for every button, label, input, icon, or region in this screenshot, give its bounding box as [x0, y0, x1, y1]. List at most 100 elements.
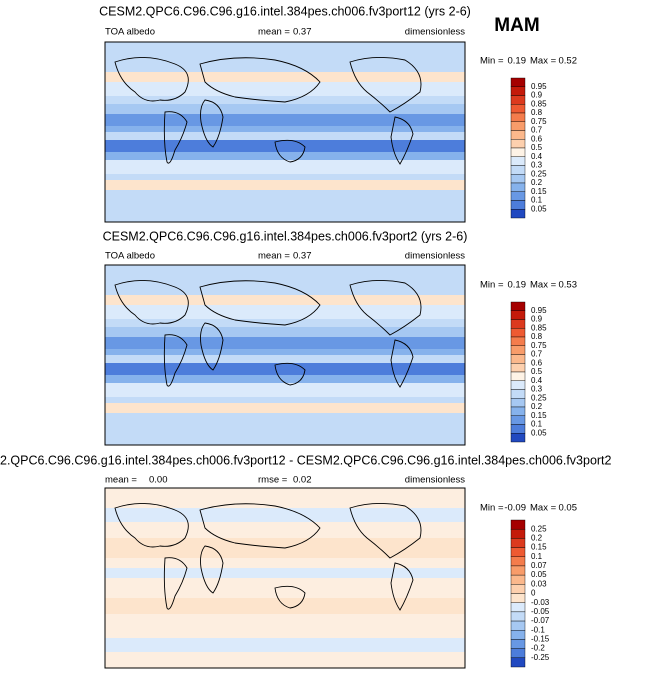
field-band [105, 126, 465, 132]
colorbar-label: 0.9 [531, 91, 543, 100]
season-label: MAM [494, 15, 539, 36]
colorbar-box [510, 630, 526, 640]
colorbar-label: 0.85 [531, 99, 547, 108]
colorbar-label: 0.85 [531, 323, 547, 332]
map [104, 487, 466, 669]
coastline [390, 116, 414, 165]
colorbar-box [510, 620, 526, 631]
colorbar-box [510, 363, 526, 373]
coastline [274, 139, 306, 163]
stat-value: 0.02 [293, 475, 312, 486]
field-band [105, 295, 465, 305]
min-value: 0.19 [508, 280, 527, 291]
colorbar-label: -0.03 [531, 598, 550, 607]
colorbar-label: 0.07 [531, 561, 547, 570]
coastline [349, 57, 422, 113]
colorbar-box [510, 301, 526, 311]
colorbar-box [510, 602, 526, 613]
field-band [105, 140, 465, 152]
field-band [105, 114, 465, 126]
colorbar-label: -0.25 [531, 653, 550, 662]
coastline [199, 57, 321, 103]
stat-label: mean = [258, 27, 290, 38]
field-band [105, 349, 465, 355]
field-band [105, 180, 465, 190]
field-band [105, 375, 465, 383]
colorbar-label: 0.8 [531, 332, 543, 341]
coastline [274, 362, 306, 386]
coastline [163, 334, 188, 387]
colorbar-box [510, 538, 526, 548]
min-label: Min = [480, 280, 504, 291]
units: dimensionless [405, 251, 465, 262]
colorbar-label: 0.4 [531, 152, 543, 161]
colorbar-box [510, 345, 526, 355]
colorbar-box [510, 433, 526, 443]
field-band [105, 152, 465, 160]
colorbar-box [510, 121, 526, 131]
coastline [114, 57, 189, 102]
colorbar-label: 0.1 [531, 420, 543, 429]
colorbar-label: 0.75 [531, 117, 547, 126]
colorbar-label: -0.2 [531, 644, 545, 653]
field-band [105, 327, 465, 337]
map-field [105, 42, 465, 222]
coastline [390, 562, 414, 611]
left-label: TOA albedo [105, 27, 155, 38]
colorbar-label: 0.5 [531, 367, 543, 376]
field-band [105, 508, 465, 522]
coastline [200, 99, 224, 148]
colorbar-box [510, 200, 526, 210]
colorbar-box [510, 648, 526, 659]
colorbar-box [510, 336, 526, 346]
colorbar-box [510, 104, 526, 114]
coastline [163, 557, 188, 610]
max-label: Max = [530, 280, 557, 291]
colorbar-label: 0 [531, 589, 536, 598]
colorbar-box [510, 112, 526, 122]
max-label: Max = [530, 56, 557, 67]
map-frame [104, 264, 466, 446]
max-label: Max = [530, 503, 557, 514]
left-label: mean = [105, 475, 137, 486]
map-field [105, 488, 465, 668]
colorbar-box [510, 77, 526, 87]
map [104, 41, 466, 223]
left-label: TOA albedo [105, 251, 155, 262]
coastline [349, 280, 422, 336]
coastline [200, 545, 224, 594]
colorbar-box [510, 191, 526, 201]
field-band [105, 82, 465, 96]
colorbar-box [510, 182, 526, 192]
map-frame [104, 487, 466, 669]
colorbar-label: 0.4 [531, 376, 543, 385]
map [104, 264, 466, 446]
field-band [105, 72, 465, 82]
colorbar-label: 0.75 [531, 341, 547, 350]
colorbar-box [510, 406, 526, 416]
colorbar-label: 0.25 [531, 524, 547, 533]
colorbar-label: -0.1 [531, 625, 545, 634]
colorbar-box [510, 528, 526, 539]
coastline [114, 503, 189, 548]
colorbar-label: 0.1 [531, 552, 543, 561]
colorbar-label: 0.5 [531, 143, 543, 152]
colorbar-box [510, 165, 526, 175]
colorbar-label: 0.7 [531, 350, 543, 359]
stat-label: mean = [258, 251, 290, 262]
map-field [105, 265, 465, 445]
colorbar-box [510, 519, 526, 530]
colorbar-box [510, 95, 526, 105]
colorbar-box [510, 380, 526, 390]
coastline [390, 339, 414, 388]
colorbar-box [510, 371, 526, 381]
coastline [114, 280, 189, 325]
colorbar-box [510, 319, 526, 329]
colorbar-box [510, 415, 526, 425]
colorbar-box [510, 556, 526, 567]
min-value: -0.09 [504, 503, 526, 514]
colorbar-box [510, 209, 526, 219]
field-band [105, 160, 465, 174]
units: dimensionless [405, 475, 465, 486]
